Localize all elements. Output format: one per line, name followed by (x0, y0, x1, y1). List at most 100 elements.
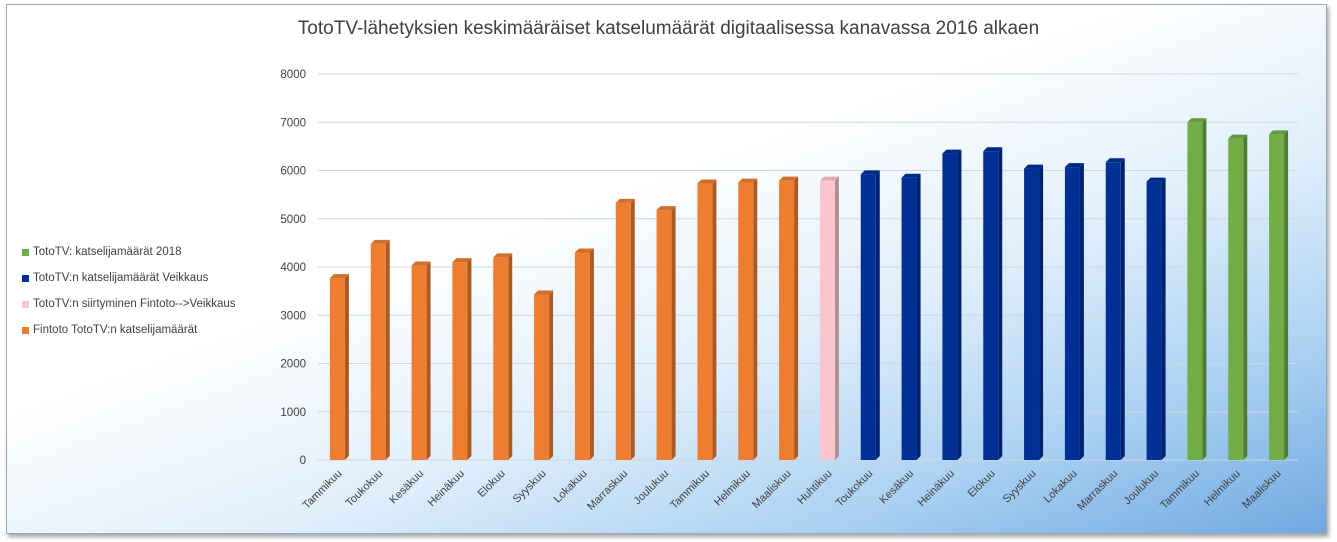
y-tick-label: 6000 (280, 166, 306, 178)
bar (860, 174, 876, 461)
bar-top (1228, 134, 1248, 139)
y-tick-label: 1000 (280, 407, 306, 419)
x-tick-label: Maaliskuu (750, 468, 794, 512)
y-tick-label: 7000 (280, 117, 306, 129)
legend-swatch (22, 327, 29, 334)
bar-top (738, 178, 758, 183)
bar-top (1269, 130, 1289, 135)
bar-side (1120, 158, 1125, 461)
bar (819, 180, 835, 460)
bar-side (508, 253, 513, 460)
bar (1024, 168, 1040, 460)
bar-top (574, 248, 594, 253)
bar-top (615, 198, 635, 203)
bar (697, 183, 713, 460)
bar-top (860, 170, 880, 175)
bar-side (671, 206, 676, 460)
x-tick-label: Elokuu (966, 468, 998, 500)
y-tick-label: 3000 (280, 310, 306, 322)
bar-side (794, 176, 799, 460)
bar (452, 262, 468, 460)
x-tick-label: Syyskuu (511, 468, 549, 506)
bar-top (1187, 118, 1207, 123)
bar (1269, 134, 1285, 460)
legend-swatch (22, 249, 29, 256)
bar-side (344, 274, 349, 460)
bar-top (370, 239, 390, 244)
bar (1146, 181, 1162, 460)
bar (574, 252, 590, 460)
bar-top (942, 149, 962, 154)
bar-side (467, 258, 472, 460)
legend-swatch (22, 301, 29, 308)
bar-top (411, 261, 431, 266)
x-tick-label: Joulukuu (1122, 468, 1162, 508)
bar-side (712, 179, 717, 460)
x-tick-label: Marraskuu (585, 468, 630, 513)
legend-label: TotoTV:n siirtyminen Fintoto-->Veikkaus (33, 298, 236, 310)
bar-side (875, 170, 880, 461)
x-tick-label: Tammikuu (1158, 468, 1202, 512)
bar-side (589, 248, 594, 460)
bar (615, 202, 631, 460)
x-tick-label: Lokakuu (552, 468, 590, 506)
y-tick-label: 8000 (280, 69, 306, 81)
bar (942, 153, 958, 461)
bar (901, 177, 917, 461)
legend-label: TotoTV: katselijamäärät 2018 (33, 246, 182, 258)
bar-side (630, 198, 635, 460)
bar-top (493, 253, 513, 258)
bar-top (1146, 177, 1166, 182)
x-tick-label: Maaliskuu (1240, 468, 1284, 512)
bar-top (329, 274, 349, 279)
bar-top (1024, 164, 1044, 169)
x-tick-label: Toukokuu (344, 468, 386, 510)
bar (779, 180, 795, 460)
x-tick-label: Lokakuu (1042, 468, 1080, 506)
bar-top (779, 176, 799, 181)
y-tick-label: 0 (300, 455, 306, 467)
x-tick-label: Helmikuu (1202, 468, 1243, 509)
bar-side (385, 239, 390, 460)
x-tick-label: Tammikuu (668, 468, 712, 512)
x-tick-label: Kesäkuu (877, 468, 916, 507)
bar (411, 265, 427, 460)
bar-top (697, 179, 717, 184)
bar-side (1202, 118, 1207, 460)
bar-top (1105, 158, 1125, 163)
bar (1228, 138, 1244, 460)
bar (738, 182, 754, 460)
x-tick-label: Kesäkuu (387, 468, 426, 507)
bar-side (834, 176, 839, 460)
bar-side (1161, 177, 1166, 460)
bar-side (957, 149, 962, 461)
bar (370, 243, 386, 460)
bar-side (1079, 163, 1084, 460)
bar (983, 151, 999, 460)
chart-title: TotoTV-lähetyksien keskimääräiset katsel… (297, 18, 1040, 39)
bar (534, 294, 550, 460)
legend-label: Fintoto TotoTV:n katselijamäärät (33, 324, 198, 336)
bar-side (1284, 130, 1289, 460)
bar-top (452, 258, 472, 263)
bar (656, 210, 672, 460)
bar (493, 257, 509, 460)
x-tick-label: Marraskuu (1075, 468, 1120, 513)
bar (1105, 162, 1121, 461)
x-tick-label: Syyskuu (1001, 468, 1039, 506)
bar-top (1064, 163, 1084, 168)
bar-top (901, 173, 921, 178)
bar (1064, 167, 1080, 460)
x-tick-label: Tammikuu (301, 468, 345, 512)
bar-side (998, 147, 1003, 460)
bar-side (1243, 134, 1248, 460)
x-tick-label: Helmikuu (712, 468, 753, 509)
x-tick-label: Heinäkuu (426, 468, 467, 509)
y-tick-label: 2000 (280, 359, 306, 371)
bar-side (549, 290, 554, 460)
x-tick-label: Huhtikuu (795, 468, 834, 507)
y-tick-label: 5000 (280, 214, 306, 226)
bar-side (426, 261, 431, 460)
x-tick-label: Toukokuu (834, 468, 876, 510)
